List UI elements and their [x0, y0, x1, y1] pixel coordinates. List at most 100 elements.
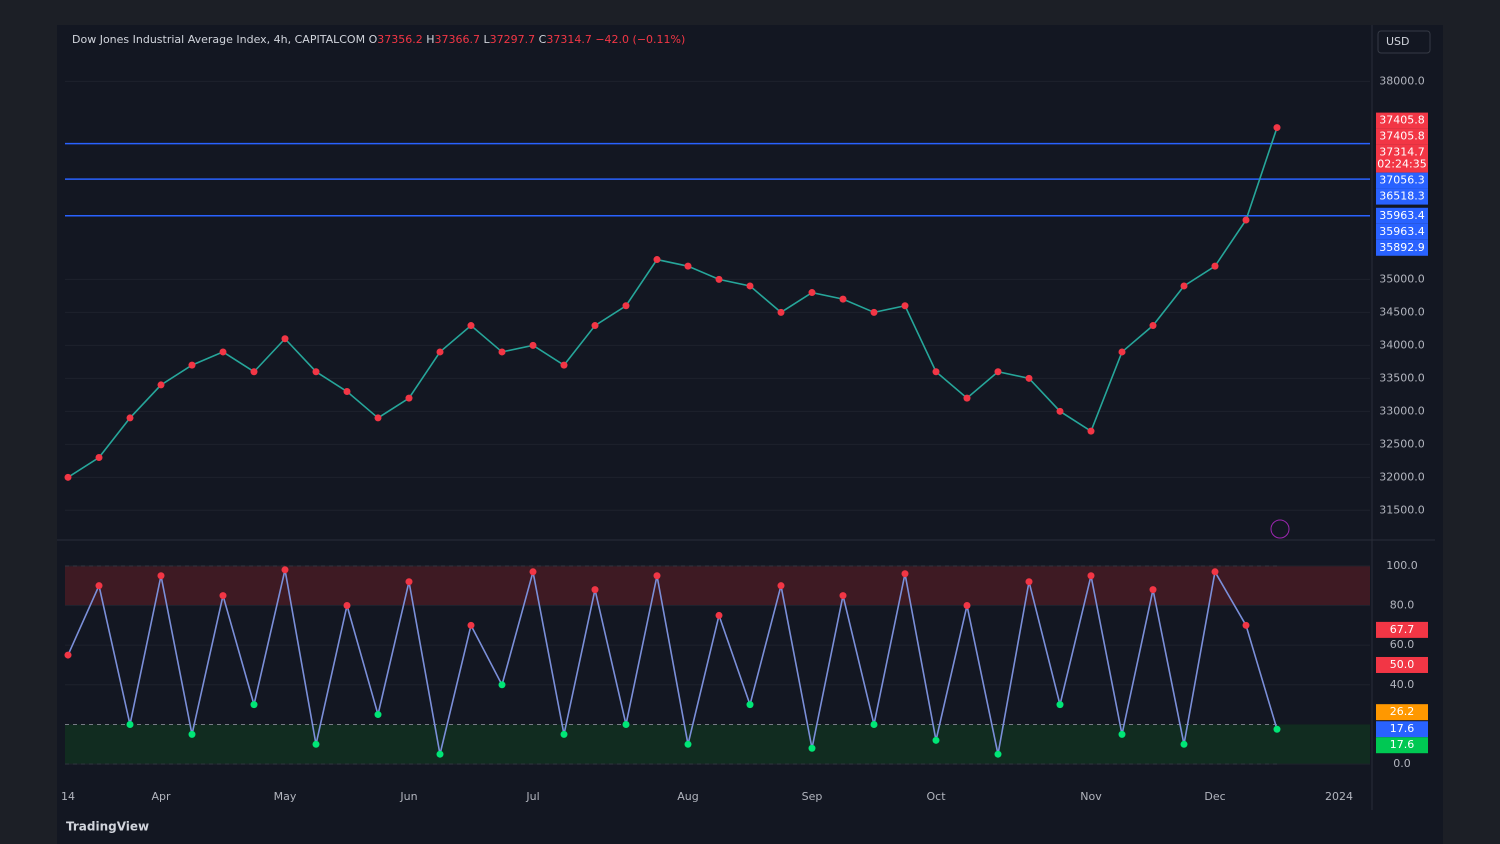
point — [343, 388, 351, 396]
point — [777, 582, 785, 590]
point — [281, 566, 289, 574]
point — [684, 262, 692, 270]
point — [684, 740, 692, 748]
point — [374, 711, 382, 719]
point — [1056, 407, 1064, 415]
price-tag-label: 37314.7 — [1379, 146, 1425, 159]
point — [374, 414, 382, 422]
point — [405, 578, 413, 586]
y-tick-label: 34000.0 — [1379, 338, 1425, 351]
point — [808, 744, 816, 752]
currency[interactable]: USD — [1386, 35, 1410, 48]
y-tick-label: 38000.0 — [1379, 74, 1425, 87]
point — [653, 256, 661, 264]
ohlc-label: C — [539, 33, 547, 46]
price-tag — [1376, 188, 1428, 205]
x-tick-label: Sep — [802, 790, 823, 803]
price-tag-label: 50.0 — [1390, 658, 1415, 671]
zone — [65, 724, 1370, 765]
series-line — [67, 127, 1278, 478]
x-tick-label: Nov — [1080, 790, 1102, 803]
point — [591, 322, 599, 330]
y-tick-label: 33000.0 — [1379, 404, 1425, 417]
point — [932, 368, 940, 376]
point — [343, 602, 351, 609]
point — [870, 308, 878, 316]
x-tick-label: Aug — [677, 790, 698, 803]
point — [529, 341, 537, 349]
alert-icon[interactable] — [1270, 519, 1290, 539]
point — [777, 308, 785, 316]
symbol-title: Dow Jones Industrial Average Index, 4h, … — [72, 33, 365, 46]
point — [1118, 348, 1126, 356]
x-tick-label: Oct — [926, 790, 946, 803]
point — [1118, 730, 1126, 738]
price-tag-label: 35892.9 — [1379, 241, 1425, 254]
y-tick-label: 40.0 — [1390, 678, 1415, 691]
point — [219, 348, 227, 356]
ohlc-label: H — [426, 33, 434, 46]
point — [498, 681, 506, 689]
y-tick-label: 32000.0 — [1379, 470, 1425, 483]
point — [560, 361, 568, 369]
price-tag-label: 17.6 — [1390, 722, 1415, 735]
point — [498, 348, 506, 356]
chart-panel — [57, 25, 1443, 844]
x-tick-label: 14 — [61, 790, 75, 803]
point — [622, 302, 630, 310]
point — [1025, 578, 1033, 586]
point — [591, 586, 599, 594]
point — [901, 302, 909, 310]
ohlc-value: 37297.7 — [490, 33, 536, 46]
price-tag-label: 17.6 — [1390, 738, 1415, 751]
point — [95, 582, 103, 590]
price-tag — [1376, 128, 1428, 145]
point — [963, 602, 971, 609]
point — [157, 572, 165, 580]
price-tag — [1376, 112, 1428, 129]
point — [1149, 322, 1157, 330]
zone — [65, 565, 1370, 606]
point — [746, 282, 754, 290]
price-tag-label: 37056.3 — [1379, 174, 1425, 187]
price-tag — [1376, 239, 1428, 256]
point — [1149, 586, 1157, 594]
point — [529, 568, 537, 576]
point — [808, 289, 816, 297]
point — [64, 473, 72, 481]
x-tick-label: 2024 — [1325, 790, 1353, 803]
price-tag — [1376, 737, 1428, 754]
point — [622, 720, 630, 728]
price-tag-label: 26.2 — [1390, 705, 1415, 718]
point — [746, 701, 754, 709]
ohlc-value: 37314.7 — [546, 33, 592, 46]
point — [1273, 124, 1281, 132]
point — [1211, 568, 1219, 576]
x-tick-label: May — [274, 790, 297, 803]
point — [312, 740, 320, 748]
point — [963, 394, 971, 402]
price-tag — [1376, 144, 1428, 173]
y-tick-label: 80.0 — [1390, 599, 1415, 612]
y-tick-label: 0.0 — [1393, 757, 1411, 770]
point — [1180, 740, 1188, 748]
point — [994, 368, 1002, 376]
point — [870, 720, 878, 728]
price-tag — [1376, 172, 1428, 189]
price-tag — [1376, 207, 1428, 224]
point — [467, 621, 475, 629]
point — [560, 730, 568, 738]
point — [281, 335, 289, 343]
currency-button[interactable] — [1377, 30, 1431, 54]
y-tick-label: 31500.0 — [1379, 503, 1425, 516]
point — [95, 454, 103, 462]
ohlc-label: O — [369, 33, 378, 46]
price-tag-label: 67.7 — [1390, 623, 1415, 636]
point — [188, 361, 196, 369]
point — [1211, 262, 1219, 270]
ohlc-value: 37366.7 — [435, 33, 481, 46]
point — [436, 348, 444, 356]
y-tick-label: 100.0 — [1386, 559, 1418, 572]
series-line — [67, 569, 1278, 755]
